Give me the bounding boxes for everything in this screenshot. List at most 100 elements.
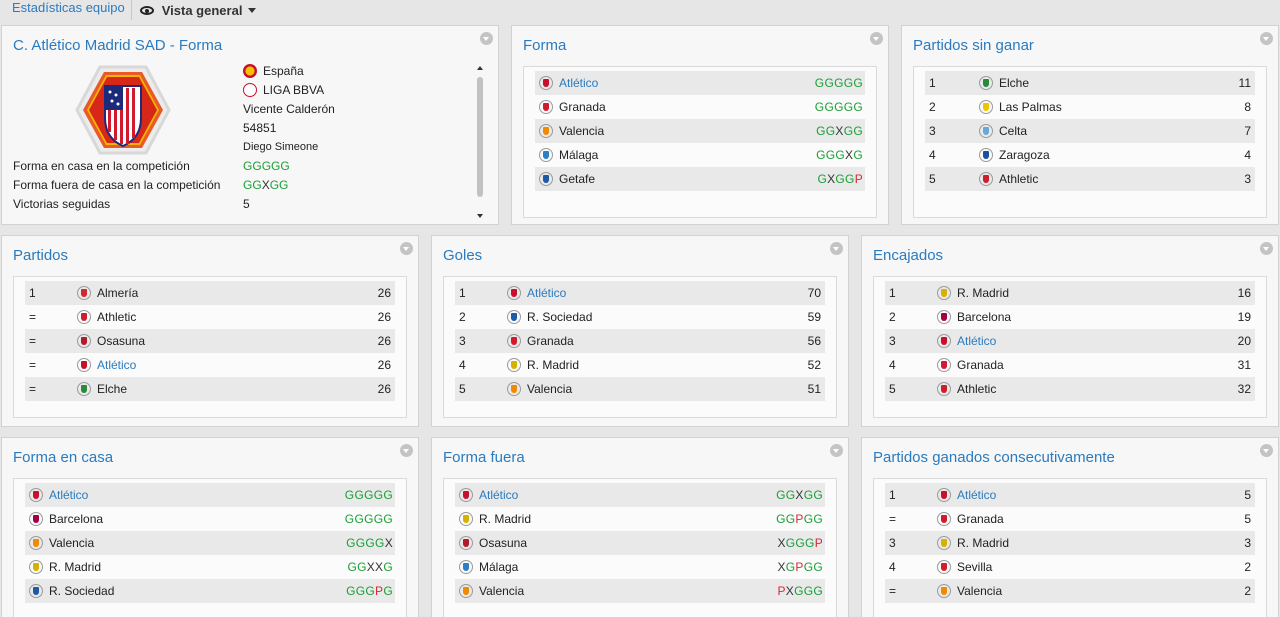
scroll-down-icon[interactable] [477,214,483,218]
panel-menu-button[interactable] [1260,444,1273,457]
team-name[interactable]: Athletic [97,310,137,324]
team-name[interactable]: R. Madrid [957,286,1010,300]
scroll-thumb[interactable] [477,77,483,197]
panel-table: Atlético GGGGG Barcelona GGGGG Valencia GGGGX… [13,478,407,617]
panel-menu-button[interactable] [400,242,413,255]
table-row: 3 Granada 56 [455,329,825,353]
team-name[interactable]: Granada [957,512,1004,526]
table-row: 1 Elche 11 [925,71,1255,95]
team-name[interactable]: R. Madrid [527,358,580,372]
team-name[interactable]: Granada [957,358,1004,372]
table-row: 4 Zaragoza 4 [925,143,1255,167]
team-crest-icon [507,286,521,300]
team-crest-icon [937,512,951,526]
form-cell: PXGGG [777,584,823,598]
rank-cell: 1 [889,286,896,300]
panel-menu-button[interactable] [830,444,843,457]
team-name[interactable]: Elche [97,382,128,396]
team-name[interactable]: Athletic [999,172,1039,186]
team-name[interactable]: Barcelona [957,310,1012,324]
team-crest-icon [979,76,993,90]
team-name[interactable]: Valencia [559,124,605,138]
team-name[interactable]: Athletic [957,382,997,396]
team-name[interactable]: Atlético [49,488,89,502]
team-crest-icon [77,334,91,348]
team-league: LIGA BBVA [243,83,324,97]
panel-menu-button[interactable] [480,32,493,45]
team-name[interactable]: R. Madrid [49,560,102,574]
team-name[interactable]: Zaragoza [999,148,1050,162]
panel-menu-button[interactable] [830,242,843,255]
team-name[interactable]: Almería [97,286,139,300]
rank-cell: 3 [459,334,466,348]
away-form-value: GGXGG [243,178,289,192]
team-crest-icon [77,382,91,396]
team-name[interactable]: Valencia [957,584,1003,598]
team-name[interactable]: Atlético [957,488,997,502]
team-name[interactable]: R. Sociedad [49,584,115,598]
team-crest-icon [937,584,951,598]
league-logo-icon [243,83,257,97]
team-name[interactable]: Atlético [97,358,137,372]
profile-scrollbar[interactable] [476,64,486,218]
scroll-up-icon[interactable] [477,66,483,70]
team-name[interactable]: Valencia [479,584,525,598]
table-row: 1 R. Madrid 16 [885,281,1255,305]
form-cell: GGPGG [776,512,823,526]
rank-cell: 2 [459,310,466,324]
panel-title: Partidos [13,247,69,264]
table-row: 5 Valencia 51 [455,377,825,401]
table-row: Getafe GXGGP [535,167,865,191]
team-name[interactable]: Atlético [957,334,997,348]
rank-cell: 4 [459,358,466,372]
spain-flag-icon [243,64,257,78]
team-name[interactable]: Atlético [527,286,567,300]
goles-panel: Goles 1 Atlético 70 2 R. Sociedad 59 3 Granada 5… [431,235,849,427]
value-cell: 2 [1244,560,1251,574]
forma-en-casa-panel: Forma en casa Atlético GGGGG Barcelona GGGG… [1,437,419,617]
panel-menu-button[interactable] [1260,242,1273,255]
team-name[interactable]: Getafe [559,172,596,186]
team-name[interactable]: Osasuna [479,536,528,550]
team-name[interactable]: Valencia [527,382,573,396]
team-name[interactable]: Sevilla [957,560,993,574]
team-name[interactable]: Málaga [559,148,599,162]
panel-menu-button[interactable] [400,444,413,457]
panel-menu-button[interactable] [870,32,883,45]
team-name[interactable]: Granada [559,100,606,114]
team-name[interactable]: R. Sociedad [527,310,593,324]
team-name[interactable]: Las Palmas [999,100,1062,114]
team-crest-icon [937,334,951,348]
table-row: = Atlético 26 [25,353,395,377]
team-name[interactable]: R. Madrid [957,536,1010,550]
panel-title: Forma fuera [443,449,525,466]
team-name[interactable]: Málaga [479,560,519,574]
table-row: 1 Atlético 5 [885,483,1255,507]
team-name[interactable]: R. Madrid [479,512,532,526]
panel-table: Atlético GGXGG R. Madrid GGPGG Osasuna XGGGP M… [443,478,837,617]
tab-estadisticas-equipo[interactable]: Estadísticas equipo [0,0,132,20]
panel-title: Forma [523,37,567,54]
rank-cell: = [29,358,37,372]
rank-cell: = [889,512,897,526]
team-country: España [243,64,304,78]
team-name[interactable]: Valencia [49,536,95,550]
team-name[interactable]: Celta [999,124,1028,138]
panel-menu-button[interactable] [1260,32,1273,45]
team-name[interactable]: Barcelona [49,512,104,526]
form-cell: GGGXG [816,148,863,162]
team-crest-icon [507,382,521,396]
form-cell: GGGPG [346,584,393,598]
team-crest-icon [29,488,43,502]
panel-title: Encajados [873,247,944,264]
team-crest-icon [77,310,91,324]
team-name[interactable]: Granada [527,334,574,348]
table-row: 4 Sevilla 2 [885,555,1255,579]
team-name[interactable]: Atlético [479,488,519,502]
team-name[interactable]: Atlético [559,76,599,90]
team-name[interactable]: Osasuna [97,334,146,348]
view-selector[interactable]: Vista general [139,3,257,18]
partidos-sin-ganar-panel: Partidos sin ganar 1 Elche 11 2 Las Palmas 8 3… [901,25,1279,225]
team-name[interactable]: Elche [999,76,1030,90]
form-cell: GGGGG [814,76,863,90]
